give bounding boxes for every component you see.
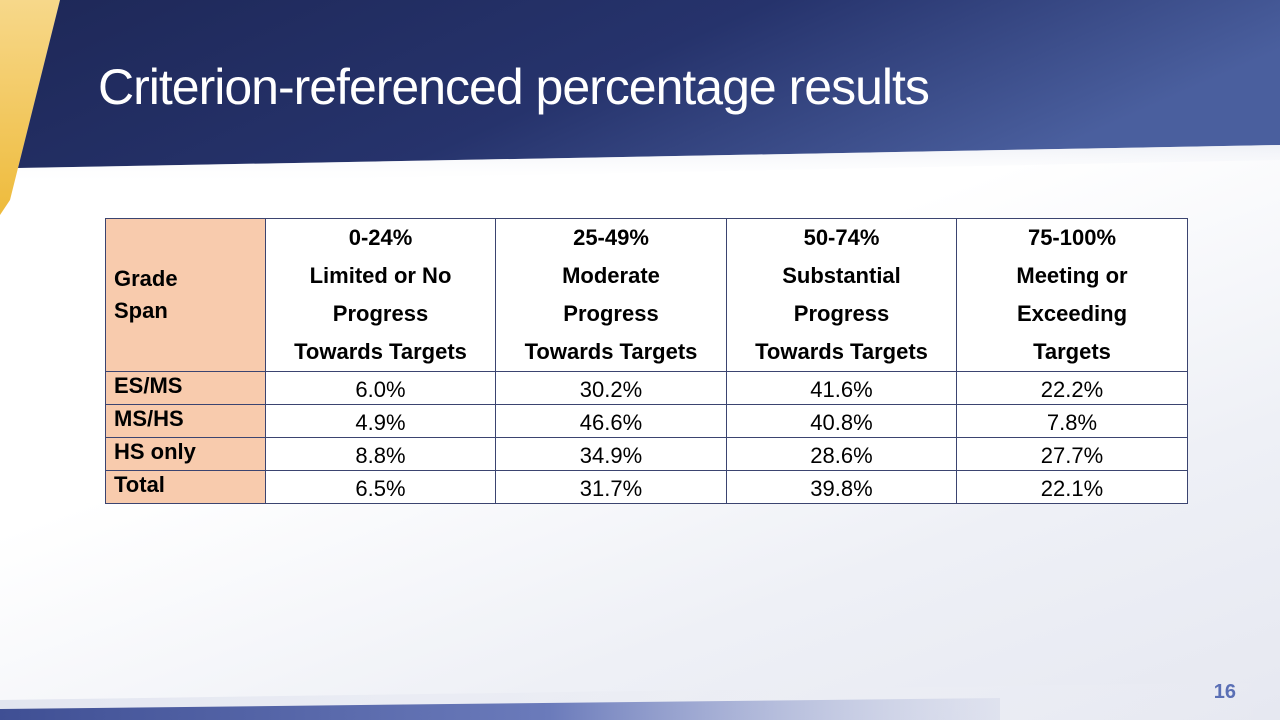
footer-band (0, 682, 1280, 720)
header-shadow-band (14, 145, 1280, 185)
header-line: Grade (114, 266, 178, 291)
column-range: 25-49% (573, 225, 649, 250)
results-table: Grade Span 0-24% Limited or No Progress … (105, 218, 1188, 504)
row-label: HS only (105, 437, 266, 471)
table-row: Total 6.5% 31.7% 39.8% 22.1% (105, 470, 1188, 504)
table-cell: 39.8% (726, 470, 957, 504)
header-dark-band (18, 0, 1280, 168)
table-row: MS/HS 4.9% 46.6% 40.8% 7.8% (105, 404, 1188, 438)
row-label: ES/MS (105, 371, 266, 405)
column-label-line: Targets (1033, 339, 1111, 364)
column-label-line: Substantial (782, 263, 901, 288)
column-label-line: Towards Targets (294, 339, 467, 364)
row-label: MS/HS (105, 404, 266, 438)
column-label-line: Moderate (562, 263, 660, 288)
table-cell: 31.7% (495, 470, 727, 504)
table-cell: 22.2% (956, 371, 1188, 405)
gold-accent-shape (0, 0, 60, 215)
column-label-line: Progress (793, 301, 890, 326)
column-label-line: Towards Targets (524, 339, 698, 364)
table-cell: 28.6% (726, 437, 957, 471)
table-cell: 4.9% (265, 404, 496, 438)
column-range: 0-24% (348, 225, 413, 250)
column-label-line: Exceeding (1016, 301, 1128, 326)
column-range: 75-100% (1027, 225, 1117, 250)
column-label-line: Limited or No (309, 263, 452, 288)
table-row: HS only 8.8% 34.9% 28.6% 27.7% (105, 437, 1188, 471)
table-cell: 8.8% (265, 437, 496, 471)
footer-blue-shape (0, 698, 1000, 720)
slide-title: Criterion-referenced percentage results (98, 59, 930, 115)
table-cell: 34.9% (495, 437, 727, 471)
table-cell: 6.0% (265, 371, 496, 405)
column-header-50-74: 50-74% Substantial Progress Towards Targ… (726, 218, 957, 372)
column-header-0-24: 0-24% Limited or No Progress Towards Tar… (265, 218, 496, 372)
table-cell: 22.1% (956, 470, 1188, 504)
row-label: Total (105, 470, 266, 504)
column-label-line: Meeting or (1016, 263, 1128, 288)
column-label-line: Progress (563, 301, 659, 326)
table-cell: 6.5% (265, 470, 496, 504)
table-cell: 40.8% (726, 404, 957, 438)
column-label-line: Progress (332, 301, 429, 326)
page-number: 16 (1213, 681, 1236, 703)
table-cell: 41.6% (726, 371, 957, 405)
table-cell: 46.6% (495, 404, 727, 438)
table-cell: 30.2% (495, 371, 727, 405)
grade-span-header: Grade Span (105, 218, 266, 372)
column-header-75-100: 75-100% Meeting or Exceeding Targets (956, 218, 1188, 372)
table-cell: 27.7% (956, 437, 1188, 471)
table-row: ES/MS 6.0% 30.2% 41.6% 22.2% (105, 371, 1188, 405)
table-header-row: Grade Span 0-24% Limited or No Progress … (105, 218, 1188, 372)
header-line: Span (114, 298, 168, 323)
table-cell: 7.8% (956, 404, 1188, 438)
column-label-line: Towards Targets (755, 339, 928, 364)
header-banner (0, 0, 1280, 215)
column-range: 50-74% (803, 225, 880, 250)
column-header-25-49: 25-49% Moderate Progress Towards Targets (495, 218, 727, 372)
